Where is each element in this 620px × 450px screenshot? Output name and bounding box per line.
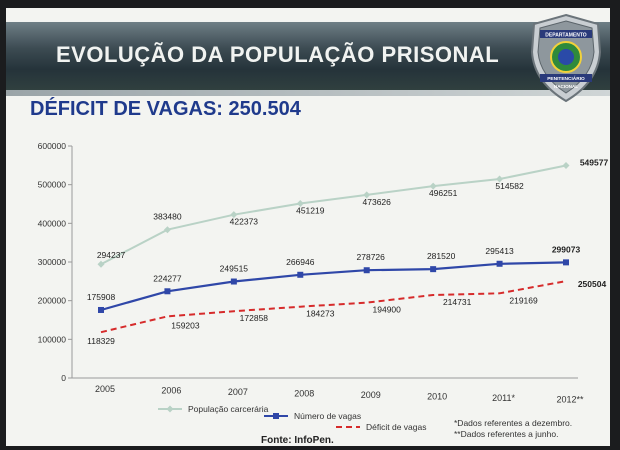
badge-bottom-text-2: NACIONAL <box>554 84 578 89</box>
legend-label: Déficit de vagas <box>366 422 426 432</box>
y-tick-label: 500000 <box>38 180 67 190</box>
footnotes: *Dados referentes a dezembro. **Dados re… <box>454 418 572 440</box>
series-line-1 <box>100 261 567 312</box>
data-label: 214731 <box>443 297 472 307</box>
legend-marker <box>273 413 279 419</box>
x-tick-label: 2010 <box>427 392 447 402</box>
x-tick-label: 2011* <box>492 393 515 403</box>
data-label: 249515 <box>220 264 249 274</box>
y-tick-label: 300000 <box>38 257 67 267</box>
data-label: 496251 <box>429 188 458 198</box>
data-label: 451219 <box>296 206 325 216</box>
deficit-subtitle: DÉFICIT DE VAGAS: 250.504 <box>30 98 301 120</box>
data-point <box>562 161 570 169</box>
x-tick-label: 2005 <box>95 384 115 394</box>
data-label: 295413 <box>485 246 514 256</box>
data-point <box>363 191 371 199</box>
y-tick-label: 200000 <box>38 296 67 306</box>
x-tick-label: 2006 <box>161 386 181 396</box>
data-label: 219169 <box>509 295 538 305</box>
data-point <box>430 266 437 273</box>
x-tick-label: 2009 <box>361 390 381 400</box>
data-label: 159203 <box>171 320 200 330</box>
data-label: 184273 <box>306 309 335 319</box>
police-badge-icon: DEPARTAMENTO PENITENCIÁRIO NACIONAL <box>530 13 602 103</box>
data-label: 250504 <box>578 279 607 289</box>
data-point <box>296 200 304 208</box>
data-point <box>363 267 370 274</box>
legend-marker <box>166 405 174 413</box>
data-label: 383480 <box>153 212 182 222</box>
footnote-june: **Dados referentes a junho. <box>454 429 559 439</box>
data-point <box>429 182 437 190</box>
data-label: 266946 <box>286 257 315 267</box>
data-label: 224277 <box>153 273 182 283</box>
data-label: 294237 <box>97 250 126 260</box>
badge-top-text: DEPARTAMENTO <box>545 33 587 39</box>
title-banner <box>6 22 610 90</box>
legend-label: Número de vagas <box>294 411 361 421</box>
data-point <box>164 288 171 295</box>
data-point <box>230 278 237 285</box>
data-point <box>163 226 171 234</box>
y-tick-label: 400000 <box>38 218 67 228</box>
data-point <box>98 306 104 313</box>
legend-label: População carcerária <box>188 404 269 414</box>
data-label: 549577 <box>580 157 609 167</box>
source-label: Fonte: InfoPen. <box>261 435 334 446</box>
data-label: 514582 <box>495 181 524 191</box>
data-point <box>563 259 569 266</box>
series-line-2 <box>100 280 567 334</box>
y-tick-label: 0 <box>61 373 66 383</box>
data-label: 299073 <box>552 244 581 254</box>
banner-stripe <box>6 90 610 96</box>
x-tick-label: 2007 <box>228 387 248 397</box>
y-tick-label: 600000 <box>38 141 67 151</box>
x-tick-label: 2012** <box>556 395 584 405</box>
data-label: 118329 <box>87 336 115 346</box>
data-point <box>496 260 503 267</box>
data-point <box>230 211 238 219</box>
y-tick-label: 100000 <box>38 334 67 344</box>
data-label: 281520 <box>427 251 456 261</box>
page-title: EVOLUÇÃO DA POPULAÇÃO PRISONAL <box>56 42 500 67</box>
x-tick-label: 2008 <box>294 389 314 399</box>
data-label: 175908 <box>87 292 116 302</box>
data-point <box>297 271 304 278</box>
slide: EVOLUÇÃO DA POPULAÇÃO PRISONAL DEPARTAME… <box>6 8 610 446</box>
data-label: 172858 <box>240 313 269 323</box>
data-point <box>496 175 504 183</box>
footnote-december: *Dados referentes a dezembro. <box>454 418 573 428</box>
data-label: 473626 <box>363 197 392 207</box>
data-label: 194900 <box>373 305 402 315</box>
data-label: 422373 <box>230 217 259 227</box>
badge-bottom-text: PENITENCIÁRIO <box>547 75 585 82</box>
line-chart: 0 100000 200000 300000 400000 500000 600000 200… <box>38 141 609 432</box>
data-point <box>97 260 105 268</box>
data-label: 278726 <box>357 252 386 262</box>
series-line-0 <box>100 164 567 266</box>
